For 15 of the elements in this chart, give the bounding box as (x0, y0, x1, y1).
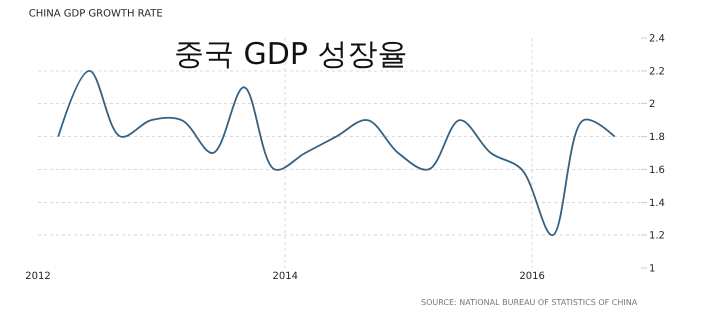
y-tick-label: 2 (649, 99, 656, 110)
y-tick-label: 2.4 (649, 34, 665, 44)
y-tick-label: 1.4 (649, 198, 665, 209)
x-tick-label: 2014 (272, 271, 298, 282)
x-tick-label: 2016 (519, 271, 545, 282)
annotation: 중국 GDP 성장율 (174, 37, 408, 72)
x-tick-label: 2012 (25, 271, 51, 282)
y-tick-label: 1.8 (649, 132, 665, 144)
y-tick-label: 2.2 (649, 66, 665, 78)
y-tick-label: 1.2 (649, 230, 665, 242)
line-series (57, 70, 616, 236)
source-note: SOURCE: NATIONAL BUREAU OF STATISTICS OF CHINA (421, 298, 638, 307)
y-tick-label: 1 (649, 264, 656, 274)
chart-title: CHINA GDP GROWTH RATE (28, 8, 163, 20)
y-tick-label: 1.6 (649, 164, 665, 176)
